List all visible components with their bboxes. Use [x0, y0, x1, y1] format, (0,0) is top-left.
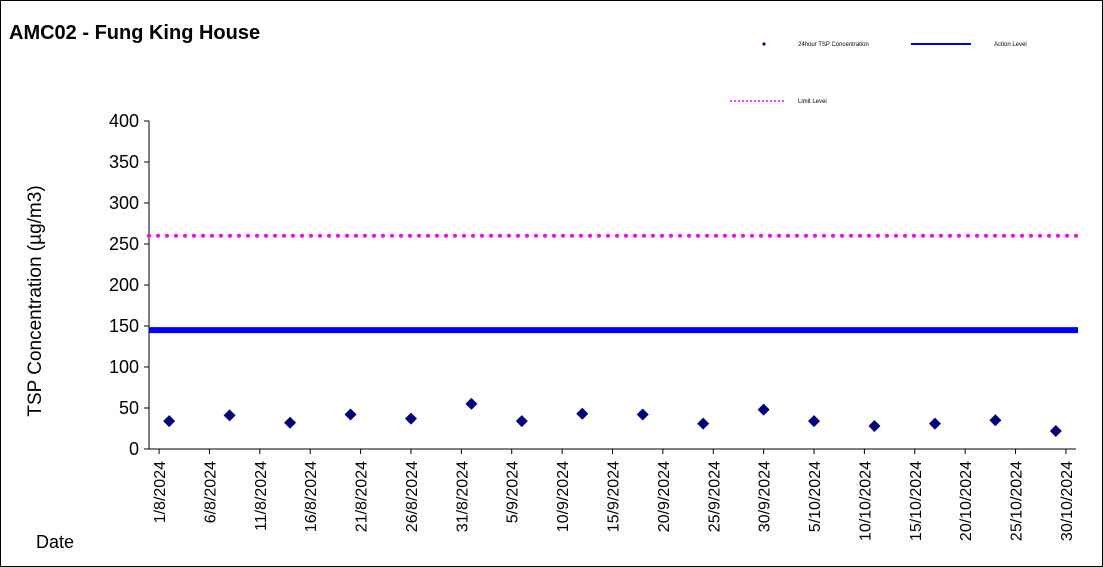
x-tick-label: 30/9/2024 [757, 461, 774, 532]
y-tick-label: 400 [109, 111, 139, 131]
x-tick-label: 25/9/2024 [706, 461, 723, 532]
x-tick-label: 11/8/2024 [253, 461, 270, 531]
legend-label: Action Level [994, 42, 1027, 48]
y-tick-label: 300 [109, 193, 139, 213]
x-axis-ticks: 1/8/2024 6/8/2024 11/8/2024 16/8/2024 21/8/2… [152, 449, 1076, 541]
data-point [344, 408, 357, 421]
y-tick-label: 350 [109, 152, 139, 172]
x-tick-label: 1/8/2024 [152, 461, 169, 523]
data-point [1049, 424, 1062, 437]
data-point [989, 414, 1002, 427]
data-point [284, 416, 297, 429]
legend-marker-tsp [762, 42, 766, 46]
data-point [515, 415, 528, 428]
x-tick-label: 10/10/2024 [857, 461, 874, 541]
x-tick-label: 20/9/2024 [656, 461, 673, 532]
x-tick-label: 5/10/2024 [807, 461, 824, 532]
data-point [404, 412, 417, 425]
y-tick-label: 50 [119, 398, 139, 418]
chart-title: AMC02 - Fung King House [9, 22, 260, 44]
legend-label: Limit Level [798, 99, 827, 105]
data-point [808, 415, 821, 428]
y-tick-label: 250 [109, 234, 139, 254]
x-tick-label: 5/9/2024 [505, 461, 522, 523]
x-tick-label: 10/9/2024 [555, 461, 572, 532]
x-axis-label: Date [36, 532, 74, 552]
chart-legend: 24hour TSP Concentration Action Level Limi… [730, 42, 1027, 105]
x-tick-label: 15/10/2024 [908, 461, 925, 541]
y-axis-label: TSP Concentration (µg/m3) [25, 185, 46, 416]
x-tick-label: 16/8/2024 [303, 461, 320, 532]
x-tick-label: 6/8/2024 [202, 461, 219, 523]
data-point [163, 415, 176, 428]
y-tick-label: 0 [129, 439, 139, 459]
x-tick-label: 30/10/2024 [1059, 461, 1076, 541]
plot-area [147, 121, 1080, 450]
data-point [636, 408, 649, 421]
x-tick-label: 26/8/2024 [404, 461, 421, 532]
y-axis-ticks: 0 50 100 150 200 250 300 350 400 [109, 111, 149, 459]
y-tick-label: 100 [109, 357, 139, 377]
data-point [757, 403, 770, 416]
data-point [223, 409, 236, 422]
x-tick-label: 21/8/2024 [354, 461, 371, 532]
data-point [465, 397, 478, 410]
x-tick-label: 15/9/2024 [606, 461, 623, 532]
x-tick-label: 25/10/2024 [1009, 461, 1026, 541]
legend-label: 24hour TSP Concentration [798, 42, 869, 48]
x-tick-label: 20/10/2024 [958, 461, 975, 541]
data-point [576, 407, 589, 420]
data-point [697, 417, 710, 430]
y-tick-label: 150 [109, 316, 139, 336]
data-point [928, 417, 941, 430]
y-tick-label: 200 [109, 275, 139, 295]
x-tick-label: 31/8/2024 [454, 461, 471, 532]
data-point [868, 420, 881, 433]
